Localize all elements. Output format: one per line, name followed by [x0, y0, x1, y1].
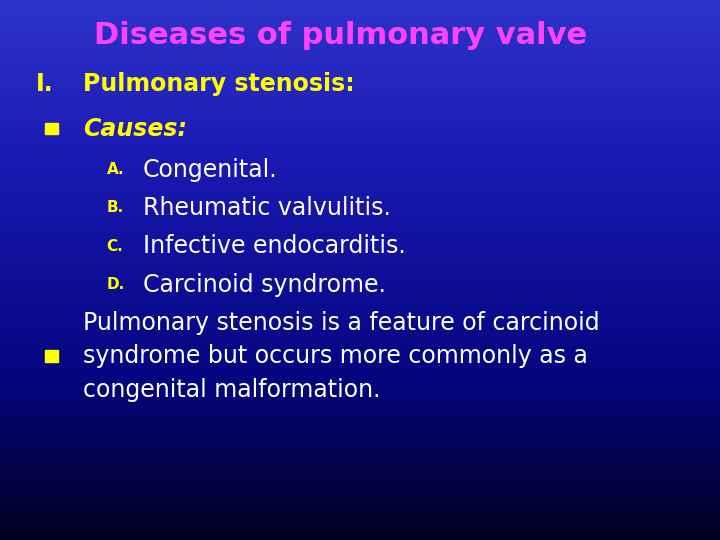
Text: Pulmonary stenosis is a feature of carcinoid
syndrome but occurs more commonly a: Pulmonary stenosis is a feature of carci…	[83, 311, 600, 402]
Text: B.: B.	[107, 200, 124, 215]
Bar	[45, 123, 58, 134]
Text: Rheumatic valvulitis.: Rheumatic valvulitis.	[143, 196, 390, 220]
Text: A.: A.	[107, 162, 124, 177]
Text: Causes:: Causes:	[83, 117, 186, 140]
Text: Congenital.: Congenital.	[143, 158, 277, 181]
Text: Infective endocarditis.: Infective endocarditis.	[143, 234, 405, 258]
Text: Carcinoid syndrome.: Carcinoid syndrome.	[143, 273, 385, 296]
Text: D.: D.	[107, 277, 125, 292]
Text: Diseases of pulmonary valve: Diseases of pulmonary valve	[94, 21, 587, 50]
Text: C.: C.	[107, 239, 123, 254]
Text: I.: I.	[36, 72, 53, 96]
Bar	[45, 350, 58, 362]
Text: Pulmonary stenosis:: Pulmonary stenosis:	[83, 72, 354, 96]
